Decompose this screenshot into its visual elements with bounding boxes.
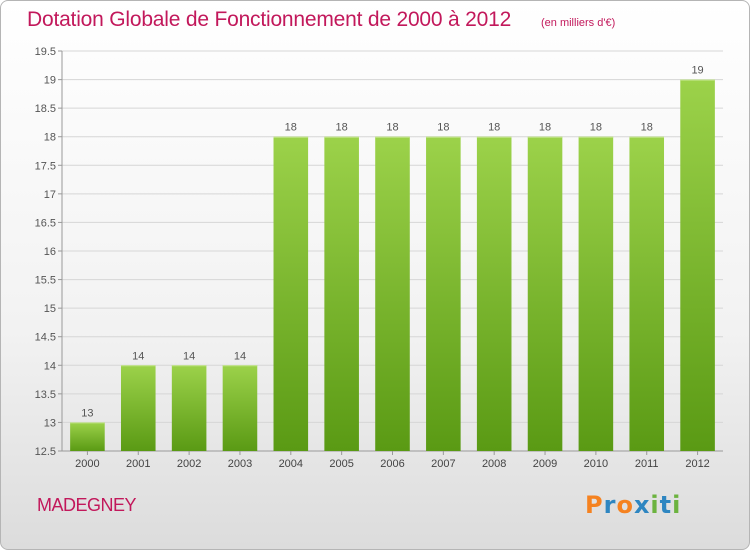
x-tick-label: 2000 xyxy=(75,458,99,470)
logo-letter: r xyxy=(603,491,617,519)
y-tick-label: 13.5 xyxy=(35,389,56,401)
data-label: 18 xyxy=(641,122,653,134)
y-tick-label: 18.5 xyxy=(35,103,56,115)
y-tick-label: 19.5 xyxy=(35,46,56,58)
bar xyxy=(426,136,461,451)
logo-letter: P xyxy=(585,491,604,519)
chart-subtitle: (en milliers d'€) xyxy=(541,17,616,29)
bar xyxy=(476,136,512,451)
bars xyxy=(70,79,715,452)
logo-letter: t xyxy=(659,491,673,519)
chart-title: Dotation Globale de Fonctionnement de 20… xyxy=(27,8,512,31)
bar xyxy=(629,136,665,451)
bar xyxy=(324,136,359,451)
data-label: 19 xyxy=(691,65,703,77)
x-tick-label: 2010 xyxy=(584,458,608,470)
y-tick-label: 16.5 xyxy=(35,217,56,229)
data-label: 14 xyxy=(132,350,144,362)
y-tick-label: 15 xyxy=(44,303,56,315)
data-label: 18 xyxy=(437,122,449,134)
commune-name: MADEGNEY xyxy=(37,495,137,515)
bar xyxy=(171,365,207,451)
x-tick-labels: 2000 2001 2002 2003 2004 2005 2006 2007 2008 2009… xyxy=(75,458,710,470)
bar xyxy=(527,136,563,451)
bar xyxy=(120,365,156,451)
data-label: 18 xyxy=(488,122,500,134)
proxiti-logo[interactable]: Proxiti xyxy=(585,491,681,519)
x-tick-label: 2008 xyxy=(482,458,506,470)
data-labels: 13 14 14 14 18 18 18 18 18 18 18 18 19 xyxy=(81,65,703,420)
y-tick-label: 12.5 xyxy=(35,446,56,458)
bar xyxy=(680,79,715,452)
data-label: 18 xyxy=(386,122,398,134)
x-tick-label: 2012 xyxy=(685,458,709,470)
logo-letter: i xyxy=(672,491,682,519)
y-tick-label: 19 xyxy=(44,75,56,87)
data-label: 18 xyxy=(539,122,551,134)
x-tick-label: 2007 xyxy=(431,458,455,470)
logo-letter: x xyxy=(633,491,651,519)
data-label: 18 xyxy=(336,122,348,134)
bar xyxy=(273,136,309,451)
y-tick-label: 13 xyxy=(44,417,56,429)
x-tick-label: 2011 xyxy=(635,458,659,470)
y-tick-label: 18 xyxy=(44,132,56,144)
x-tick-label: 2003 xyxy=(228,458,252,470)
bar xyxy=(375,136,410,451)
data-label: 18 xyxy=(590,122,602,134)
y-tick-label: 14 xyxy=(44,360,56,372)
bar xyxy=(578,136,614,451)
logo-letter: o xyxy=(616,491,634,519)
y-tick-label: 17 xyxy=(44,189,56,201)
data-label: 14 xyxy=(183,350,195,362)
bar xyxy=(70,422,105,451)
y-tick-labels: 12.5 13 13.5 14 14.5 15 15.5 16 16.5 17 17.5 18 18.5… xyxy=(35,46,56,458)
y-tick-label: 15.5 xyxy=(35,275,56,287)
x-tick-label: 2009 xyxy=(533,458,557,470)
data-label: 14 xyxy=(234,350,246,362)
data-label: 13 xyxy=(81,407,93,419)
x-tick-label: 2006 xyxy=(380,458,404,470)
y-tick-label: 14.5 xyxy=(35,332,56,344)
x-tick-label: 2005 xyxy=(329,458,353,470)
x-tick-label: 2001 xyxy=(126,458,150,470)
y-tick-label: 17.5 xyxy=(35,160,56,172)
bar xyxy=(222,365,258,451)
x-tick-label: 2004 xyxy=(279,458,303,470)
logo-letter: i xyxy=(650,491,660,519)
x-tick-label: 2002 xyxy=(177,458,201,470)
y-tick-label: 16 xyxy=(44,246,56,258)
data-label: 18 xyxy=(285,122,297,134)
